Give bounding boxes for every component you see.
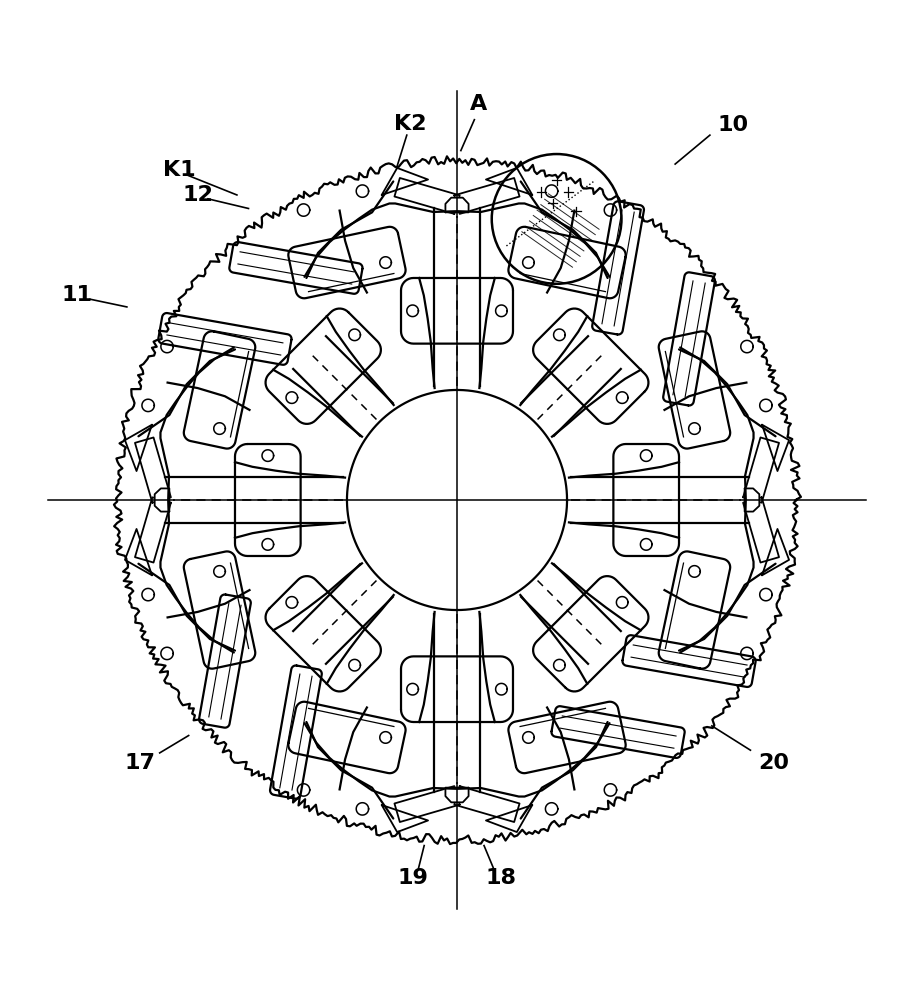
Polygon shape xyxy=(288,227,406,298)
Polygon shape xyxy=(135,497,171,563)
Polygon shape xyxy=(745,488,760,512)
Polygon shape xyxy=(199,594,250,728)
Text: K1: K1 xyxy=(163,160,196,180)
Text: K2: K2 xyxy=(395,114,427,134)
Polygon shape xyxy=(592,201,644,335)
Polygon shape xyxy=(235,444,301,556)
Polygon shape xyxy=(266,309,381,424)
Polygon shape xyxy=(508,227,626,298)
Polygon shape xyxy=(382,168,428,195)
Polygon shape xyxy=(184,551,255,669)
Polygon shape xyxy=(288,702,406,773)
Polygon shape xyxy=(743,497,779,563)
Polygon shape xyxy=(395,786,460,822)
Polygon shape xyxy=(445,788,469,802)
Polygon shape xyxy=(445,198,469,212)
Polygon shape xyxy=(622,635,756,687)
Polygon shape xyxy=(613,444,679,556)
Text: 17: 17 xyxy=(125,753,156,773)
Text: 18: 18 xyxy=(486,868,517,888)
Polygon shape xyxy=(125,529,152,575)
Polygon shape xyxy=(486,168,532,195)
Text: 10: 10 xyxy=(717,115,749,135)
Polygon shape xyxy=(533,309,648,424)
Text: 12: 12 xyxy=(183,185,214,205)
Polygon shape xyxy=(158,313,292,365)
Polygon shape xyxy=(401,656,513,722)
Text: 20: 20 xyxy=(758,753,789,773)
Polygon shape xyxy=(135,437,171,503)
Polygon shape xyxy=(664,272,715,406)
Polygon shape xyxy=(266,576,381,691)
Polygon shape xyxy=(486,805,532,832)
Polygon shape xyxy=(659,551,730,669)
Polygon shape xyxy=(551,706,685,758)
Polygon shape xyxy=(762,529,789,575)
Polygon shape xyxy=(229,242,363,294)
Text: 11: 11 xyxy=(61,285,92,305)
Polygon shape xyxy=(184,331,255,449)
Polygon shape xyxy=(270,665,322,799)
Polygon shape xyxy=(154,488,169,512)
Polygon shape xyxy=(762,425,789,471)
Polygon shape xyxy=(743,437,779,503)
Polygon shape xyxy=(454,178,519,214)
Polygon shape xyxy=(401,278,513,344)
Polygon shape xyxy=(508,702,626,773)
Text: A: A xyxy=(470,94,487,114)
Polygon shape xyxy=(454,786,519,822)
Polygon shape xyxy=(659,331,730,449)
Polygon shape xyxy=(125,425,152,471)
Polygon shape xyxy=(395,178,460,214)
Polygon shape xyxy=(533,576,648,691)
Polygon shape xyxy=(382,805,428,832)
Text: 19: 19 xyxy=(398,868,428,888)
